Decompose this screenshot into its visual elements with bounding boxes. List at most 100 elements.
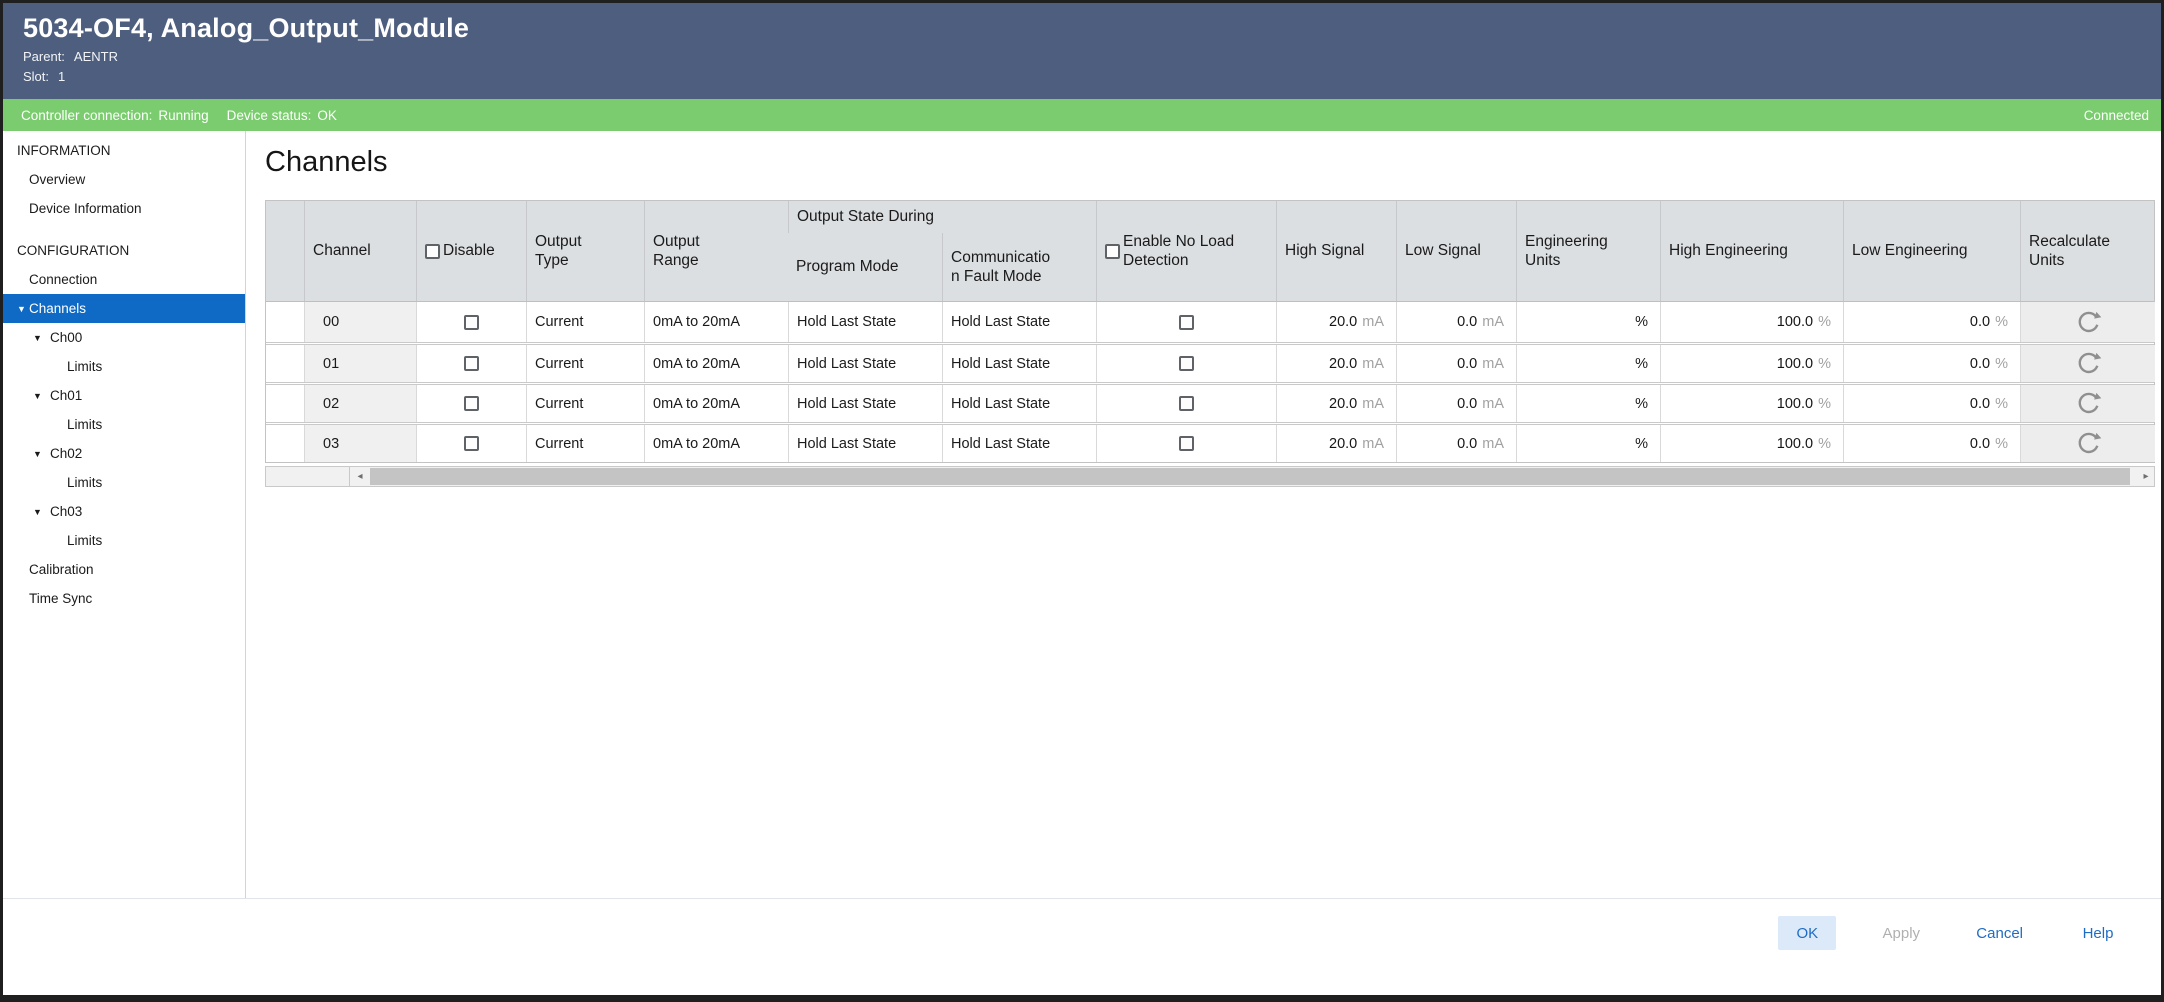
sidebar-item-ch02-limits[interactable]: Limits (3, 468, 245, 497)
value: 0.0 (1457, 355, 1478, 372)
cell-comm_fault_mode[interactable]: Hold Last State (942, 425, 1096, 462)
main-panel: Channels Channel Disable Output Type Output… (246, 131, 2161, 898)
sidebar-item-ch02[interactable]: ▼ Ch02 (3, 439, 245, 468)
sidebar-item-device-information[interactable]: Device Information (3, 194, 245, 223)
sidebar-item-connection[interactable]: Connection (3, 265, 245, 294)
scroll-right-arrow-icon[interactable]: ▸ (2143, 471, 2149, 482)
sidebar-item-label: Calibration (29, 562, 94, 577)
cell-comm_fault_mode[interactable]: Hold Last State (942, 385, 1096, 422)
sidebar-item-time-sync[interactable]: Time Sync (3, 584, 245, 613)
cell-program_mode[interactable]: Hold Last State (788, 345, 942, 382)
enable-no-load-detection-row-01-checkbox[interactable] (1179, 356, 1194, 371)
cell-low_signal[interactable]: 0.0 mA (1396, 302, 1516, 342)
cell-high_signal[interactable]: 20.0 mA (1276, 385, 1396, 422)
cell-row_header[interactable] (266, 385, 304, 422)
sidebar-item-overview[interactable]: Overview (3, 165, 245, 194)
value: 100.0 (1776, 355, 1814, 372)
cell-program_mode[interactable]: Hold Last State (788, 385, 942, 422)
cell-high_engineering[interactable]: 100.0% (1660, 385, 1843, 422)
chevron-down-icon[interactable]: ▼ (33, 506, 42, 517)
cell-program_mode[interactable]: Hold Last State (788, 302, 942, 342)
disable-row-00-checkbox[interactable] (464, 314, 479, 330)
unit-label: mA (1482, 314, 1504, 330)
cell-output_type[interactable]: Current (526, 345, 644, 382)
chevron-down-icon[interactable]: ▼ (33, 332, 42, 343)
cell-low_engineering[interactable]: 0.0% (1843, 425, 2020, 462)
sidebar-item-ch01[interactable]: ▼ Ch01 (3, 381, 245, 410)
unit-label: mA (1362, 314, 1384, 330)
enable-no-load-detection-row-00-checkbox[interactable] (1179, 314, 1194, 330)
chevron-down-icon[interactable]: ▼ (17, 303, 26, 314)
help-button[interactable]: Help (2069, 916, 2127, 950)
ok-button[interactable]: OK (1778, 916, 1837, 950)
cell-row_header[interactable] (266, 425, 304, 462)
enable-no-load-detection-row-03-checkbox[interactable] (1179, 436, 1194, 451)
cell-output_range[interactable]: 0mA to 20mA (644, 385, 788, 422)
recalculate-units-button[interactable] (2073, 349, 2103, 379)
cell-output_type[interactable]: Current (526, 425, 644, 462)
cell-output_type[interactable]: Current (526, 302, 644, 342)
enable-no-load-detection-row-02-checkbox[interactable] (1179, 396, 1194, 411)
cell-high_engineering[interactable]: 100.0% (1660, 302, 1843, 342)
cell-row_header[interactable] (266, 302, 304, 342)
cell-low_signal[interactable]: 0.0 mA (1396, 385, 1516, 422)
cell-comm_fault_mode[interactable]: Hold Last State (942, 302, 1096, 342)
cell-disable (416, 302, 526, 342)
recalculate-units-button[interactable] (2073, 389, 2103, 419)
cell-output_range[interactable]: 0mA to 20mA (644, 302, 788, 342)
cell-output_range[interactable]: 0mA to 20mA (644, 425, 788, 462)
recalculate-units-button[interactable] (2073, 307, 2103, 337)
unit-label: mA (1482, 395, 1504, 412)
recalculate-units-button[interactable] (2073, 429, 2103, 459)
unit-label: % (1995, 435, 2008, 452)
sidebar-item-label: Limits (67, 359, 103, 374)
cell-high_signal[interactable]: 20.0 mA (1276, 425, 1396, 462)
cell-engineering_units[interactable]: % (1516, 302, 1660, 342)
header-disable-checkbox[interactable] (425, 243, 440, 259)
value: 0.0 (1457, 395, 1478, 412)
scroll-left-arrow-icon[interactable]: ◂ (357, 471, 363, 482)
cell-output_range[interactable]: 0mA to 20mA (644, 345, 788, 382)
chevron-down-icon[interactable]: ▼ (33, 390, 42, 401)
cell-engineering_units[interactable]: % (1516, 345, 1660, 382)
table-horizontal-scrollbar[interactable]: ◂ ▸ (265, 466, 2155, 487)
sidebar-item-calibration[interactable]: Calibration (3, 555, 245, 584)
cell-program_mode[interactable]: Hold Last State (788, 425, 942, 462)
cell-high_engineering[interactable]: 100.0% (1660, 425, 1843, 462)
channels-table: Channel Disable Output Type Output Range Out… (265, 200, 2155, 463)
disable-row-03-checkbox[interactable] (464, 436, 479, 451)
cell-high_signal[interactable]: 20.0 mA (1276, 302, 1396, 342)
cancel-button[interactable]: Cancel (1966, 916, 2033, 950)
cell-channel: 03 (304, 425, 416, 462)
cell-high_engineering[interactable]: 100.0% (1660, 345, 1843, 382)
value: 100.0 (1776, 395, 1814, 412)
sidebar-item-label: INFORMATION (17, 143, 111, 158)
unit-label: % (1995, 355, 2008, 372)
column-header-high-engineering: High Engineering (1660, 201, 1843, 301)
title-header: 5034-OF4, Analog_Output_Module Parent: AE… (3, 3, 2161, 99)
disable-row-01-checkbox[interactable] (464, 356, 479, 371)
cell-low_engineering[interactable]: 0.0% (1843, 345, 2020, 382)
cell-engineering_units[interactable]: % (1516, 425, 1660, 462)
disable-row-02-checkbox[interactable] (464, 396, 479, 411)
cell-low_signal[interactable]: 0.0 mA (1396, 425, 1516, 462)
sidebar-item-ch00-limits[interactable]: Limits (3, 352, 245, 381)
sidebar-item-ch03-limits[interactable]: Limits (3, 526, 245, 555)
cell-low_engineering[interactable]: 0.0% (1843, 302, 2020, 342)
cell-high_signal[interactable]: 20.0 mA (1276, 345, 1396, 382)
scrollbar-thumb[interactable] (370, 468, 2130, 485)
sidebar-item-ch03[interactable]: ▼ Ch03 (3, 497, 245, 526)
cell-output_type[interactable]: Current (526, 385, 644, 422)
cell-low_engineering[interactable]: 0.0% (1843, 385, 2020, 422)
cell-comm_fault_mode[interactable]: Hold Last State (942, 345, 1096, 382)
sidebar-item-channels[interactable]: ▼ Channels (3, 294, 245, 323)
cell-engineering_units[interactable]: % (1516, 385, 1660, 422)
chevron-down-icon[interactable]: ▼ (33, 448, 42, 459)
cell-row_header[interactable] (266, 345, 304, 382)
sidebar-item-ch01-limits[interactable]: Limits (3, 410, 245, 439)
cell-channel: 00 (304, 302, 416, 342)
header-enable-no-load-detection-checkbox[interactable] (1105, 243, 1120, 259)
apply-button[interactable]: Apply (1872, 916, 1930, 950)
sidebar-item-ch00[interactable]: ▼ Ch00 (3, 323, 245, 352)
cell-low_signal[interactable]: 0.0 mA (1396, 345, 1516, 382)
